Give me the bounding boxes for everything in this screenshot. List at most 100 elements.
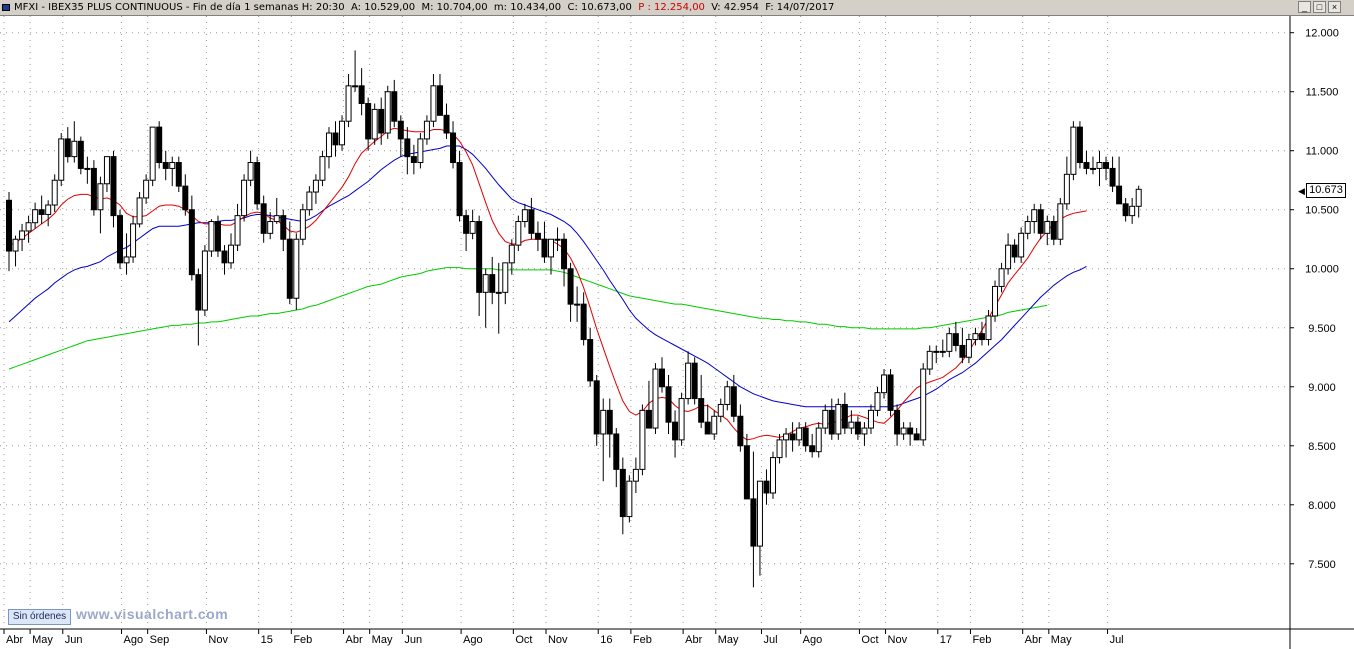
candle-body (12, 238, 19, 252)
candle-body (619, 468, 626, 518)
candle-body (998, 268, 1005, 287)
y-tick-label: 9.500 (1308, 323, 1336, 335)
candle-body (228, 244, 235, 264)
candle-body (1083, 162, 1090, 169)
candle-body (802, 427, 809, 447)
candle-body (45, 204, 52, 215)
candle-body (476, 221, 483, 293)
candle-body (71, 140, 78, 158)
candle-body (267, 221, 274, 234)
x-tick-label: May (372, 634, 393, 646)
candle-body (606, 409, 613, 435)
candle-body (809, 445, 816, 453)
candle-body (887, 374, 894, 411)
candle-body (822, 409, 829, 429)
y-tick-label: 8.500 (1308, 441, 1336, 453)
candle-body (77, 140, 84, 169)
minimize-button[interactable]: _ (1298, 1, 1311, 13)
x-tick-label: May (718, 634, 739, 646)
last-price-arrow-icon: ◀ (1298, 186, 1305, 196)
candle-body (632, 468, 639, 482)
volume-value: V: 42.954 (711, 2, 759, 13)
orders-button[interactable]: Sin órdenes (8, 609, 71, 625)
x-tick-label: Jul (763, 634, 777, 646)
candle-body (365, 103, 372, 140)
candle-body (1037, 209, 1044, 234)
candle-body (430, 85, 437, 122)
candle-body (541, 238, 548, 258)
candle-body (528, 209, 535, 234)
candle-body (835, 403, 842, 435)
x-tick-label: Abr (1025, 634, 1042, 646)
x-tick-label: 15 (261, 634, 273, 646)
candle-body (325, 132, 332, 158)
candle-body (1116, 185, 1123, 205)
x-tick-label: Ago (124, 634, 144, 646)
x-tick-label: 16 (600, 634, 612, 646)
candle-body (436, 85, 443, 116)
x-tick-label: Oct (515, 634, 532, 646)
y-tick-label: 7.500 (1308, 559, 1336, 571)
ma-short-line (8, 127, 1087, 441)
x-tick-label: Oct (861, 634, 878, 646)
watermark: www.visualchart.com (76, 606, 229, 622)
maximize-button[interactable]: □ (1313, 1, 1326, 13)
ma-long-line (8, 267, 1048, 370)
candle-body (175, 162, 182, 187)
x-tick-label: Jun (404, 634, 422, 646)
candle-body (920, 368, 927, 441)
close-button[interactable]: × (1328, 1, 1341, 13)
date-value: F: 14/07/2017 (765, 2, 835, 13)
candle-body (952, 333, 959, 346)
candle-body (391, 91, 398, 122)
candle-body (613, 433, 620, 470)
last-price-label: 10.673 (1306, 183, 1346, 198)
candle-body (894, 409, 901, 435)
candle-body (881, 374, 888, 394)
candle-body (672, 421, 679, 441)
candle-body (737, 415, 744, 447)
candle-body (1129, 205, 1136, 217)
candlestick-chart[interactable]: 12.000 11.500 11.000 10.500 10.000 9.500 9.000… (0, 16, 1354, 649)
candle-body (776, 439, 783, 459)
candle-body (1103, 162, 1110, 169)
candle-body (907, 427, 914, 435)
candle-body (567, 268, 574, 305)
time: H: 20:30 (301, 2, 345, 13)
x-tick-label: Sep (150, 634, 170, 646)
candle-body (293, 238, 300, 299)
candle-body (19, 230, 26, 240)
candle-body (665, 386, 672, 423)
candle-body (502, 262, 509, 293)
candle-body (1011, 244, 1018, 258)
candle-body (698, 398, 705, 423)
candle-body (534, 232, 541, 240)
candle-body (260, 203, 267, 234)
y-tick-label: 10.000 (1305, 264, 1339, 276)
candle-body (38, 209, 45, 215)
y-tick-label: 9.000 (1308, 382, 1336, 394)
candle-body (495, 291, 502, 294)
candle-body (410, 156, 417, 164)
candle-body (1122, 203, 1129, 217)
candle-body (450, 132, 457, 164)
instrument-name: IBEX35 PLUS CONTINUOUS (48, 2, 183, 13)
candle-body (162, 162, 169, 169)
candle-body (743, 445, 750, 500)
candle-body (384, 91, 391, 134)
candle-body (867, 409, 874, 429)
candle-body (1005, 244, 1012, 270)
candle-body (593, 380, 600, 435)
candle-body (456, 162, 463, 217)
symbol: MFXI (14, 2, 39, 13)
x-tick-label: May (32, 634, 53, 646)
candle-body (783, 433, 790, 441)
candle-body (117, 215, 124, 264)
candle-body (443, 114, 450, 134)
candle-body (358, 85, 365, 105)
candle-body (234, 215, 241, 246)
candle-body (110, 156, 117, 217)
x-tick-label: Ago (463, 634, 483, 646)
high-value: M: 10.704,00 (421, 2, 488, 13)
title-text: MFXI - IBEX35 PLUS CONTINUOUS - Fin de d… (14, 2, 835, 13)
